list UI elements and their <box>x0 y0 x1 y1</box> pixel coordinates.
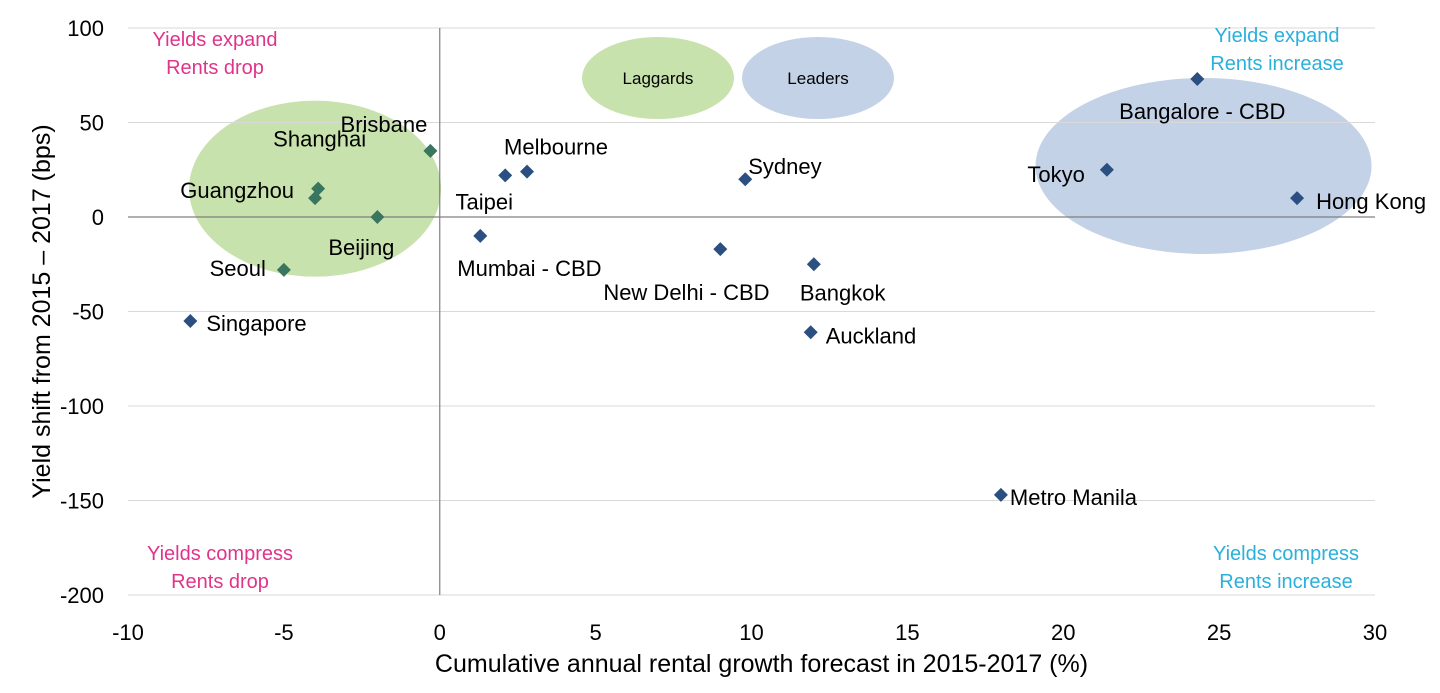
legend-label-leaders: Leaders <box>787 69 848 88</box>
point-label-tokyo: Tokyo <box>1027 162 1084 187</box>
point-mumbai-cbd <box>473 228 488 243</box>
quadrant-label-bottom-right-line1: Yields compress <box>1213 543 1359 565</box>
point-label-metro-manila: Metro Manila <box>1010 485 1138 510</box>
legend-bubble-laggards <box>582 37 734 119</box>
y-tick-label: -200 <box>60 583 104 608</box>
x-axis-title: Cumulative annual rental growth forecast… <box>435 650 1088 678</box>
quadrant-label-top-right-line1: Yields expand <box>1215 25 1340 47</box>
point-label-seoul: Seoul <box>210 256 266 281</box>
point-label-taipei: Taipei <box>455 189 512 214</box>
point-label-singapore: Singapore <box>206 311 306 336</box>
quadrant-label-top-right-line2: Rents increase <box>1210 53 1343 75</box>
x-tick-label: 10 <box>739 620 763 645</box>
point-tokyo <box>1099 162 1114 177</box>
point-bangkok <box>806 257 821 272</box>
point-new-delhi-cbd <box>713 242 728 257</box>
point-label-guangzhou: Guangzhou <box>180 178 294 203</box>
y-axis-title: Yield shift from 2015 – 2017 (bps) <box>28 124 56 498</box>
point-guangzhou <box>308 191 323 206</box>
x-tick-label: 15 <box>895 620 919 645</box>
legend: Laggards Leaders <box>582 37 894 119</box>
x-tick-label: 20 <box>1051 620 1075 645</box>
point-singapore <box>183 313 198 328</box>
point-label-shanghai: Shanghai <box>273 127 366 152</box>
x-tick-label: -10 <box>112 620 144 645</box>
y-tick-label: 100 <box>67 16 104 41</box>
x-tick-label: -5 <box>274 620 294 645</box>
y-tick-label: 0 <box>92 205 104 230</box>
legend-label-laggards: Laggards <box>623 69 694 88</box>
x-tick-label: 25 <box>1207 620 1231 645</box>
y-tick-label: -100 <box>60 394 104 419</box>
point-label-brisbane: Brisbane <box>341 112 428 137</box>
quadrant-labels: Yields expand Rents drop Yields expand Rent… <box>147 25 1359 593</box>
point-label-bangalore-cbd: Bangalore - CBD <box>1119 99 1285 124</box>
point-auckland <box>803 325 818 340</box>
x-tick-label: 0 <box>434 620 446 645</box>
point-label-hong-kong: Hong Kong <box>1316 189 1426 214</box>
quadrant-label-top-left-line1: Yields expand <box>153 29 278 51</box>
leaders-region <box>1035 77 1372 254</box>
y-tick-label: -50 <box>72 300 104 325</box>
gridlines <box>128 27 1375 596</box>
point-sydney <box>738 172 753 187</box>
point-taipei <box>498 168 513 183</box>
point-metro-manila <box>993 487 1008 502</box>
quadrant-label-bottom-right-line2: Rents increase <box>1219 571 1352 593</box>
point-bangalore-cbd <box>1190 72 1205 87</box>
x-tick-label: 5 <box>590 620 602 645</box>
y-tick-label: 50 <box>80 111 104 136</box>
axes <box>128 28 1375 595</box>
point-seoul <box>276 262 291 277</box>
quadrant-label-bottom-left-line2: Rents drop <box>171 571 269 593</box>
point-label-new-delhi-cbd: New Delhi - CBD <box>603 280 769 305</box>
point-label-melbourne: Melbourne <box>504 135 608 160</box>
point-label-beijing: Beijing <box>328 235 394 260</box>
quadrant-label-top-left-line2: Rents drop <box>166 57 264 79</box>
quadrant-label-bottom-left-line1: Yields compress <box>147 543 293 565</box>
point-label-bangkok: Bangkok <box>800 280 887 305</box>
point-beijing <box>370 210 385 224</box>
point-label-auckland: Auckland <box>826 323 917 348</box>
point-label-mumbai-cbd: Mumbai - CBD <box>457 256 601 281</box>
x-tick-label: 30 <box>1363 620 1387 645</box>
point-label-sydney: Sydney <box>748 154 821 179</box>
y-tick-label: -150 <box>60 489 104 514</box>
legend-bubble-leaders <box>742 37 894 119</box>
point-hong-kong <box>1290 191 1305 206</box>
point-melbourne <box>520 164 535 179</box>
point-brisbane <box>423 143 438 158</box>
data-points <box>183 72 1305 502</box>
